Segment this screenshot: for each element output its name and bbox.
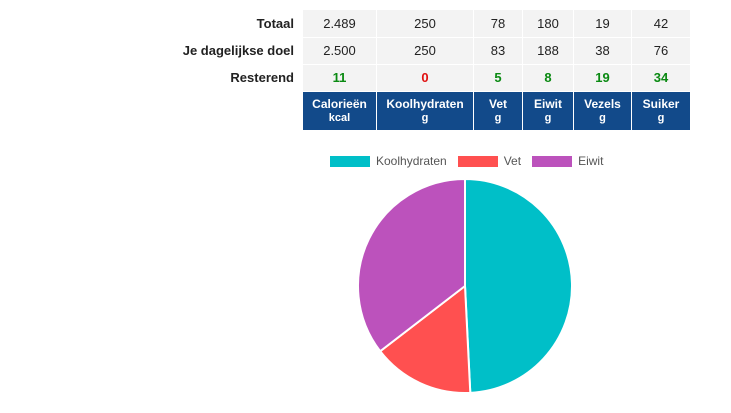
total-calories: 2.489 (302, 10, 377, 38)
header-carbs-name: Koolhydraten (386, 96, 464, 111)
pie-slice-protein[interactable] (357, 177, 466, 353)
pie-slice-carbs[interactable] (464, 177, 573, 394)
total-protein: 180 (522, 10, 574, 38)
legend-item-fat[interactable]: Vet (457, 154, 522, 168)
goal-protein: 188 (522, 37, 574, 65)
remaining-protein: 8 (522, 64, 574, 92)
macronutrient-pie-chart (357, 177, 573, 394)
header-sugar-unit: g (657, 111, 665, 124)
remaining-sugar: 34 (631, 64, 690, 92)
header-carbs: Koolhydraten g (376, 90, 474, 130)
row-label-total: Totaal (0, 10, 303, 37)
header-calories: Calorieën kcal (302, 90, 377, 130)
goal-sugar: 76 (631, 37, 690, 65)
header-fat-name: Vet (488, 96, 507, 111)
goal-fat: 83 (473, 37, 523, 65)
header-fat: Vet g (473, 90, 523, 130)
total-fiber: 19 (573, 10, 632, 38)
remaining-calories: 11 (302, 64, 377, 92)
legend-item-carbs[interactable]: Koolhydraten (330, 154, 447, 168)
total-carbs: 250 (376, 10, 474, 38)
goal-fiber: 38 (573, 37, 632, 65)
header-fiber: Vezels g (573, 90, 632, 130)
header-fat-unit: g (494, 111, 502, 124)
remaining-fat: 5 (473, 64, 523, 92)
table-row-remaining: Resterend 11 0 5 8 19 34 (0, 64, 690, 92)
header-calories-unit: kcal (328, 111, 351, 124)
legend-label-carbs: Koolhydraten (376, 154, 447, 168)
header-sugar-name: Suiker (642, 96, 680, 111)
row-label-remaining: Resterend (0, 64, 303, 91)
header-sugar: Suiker g (631, 90, 690, 130)
legend-swatch-protein (532, 155, 573, 167)
header-carbs-unit: g (421, 111, 429, 124)
header-protein-name: Eiwit (533, 96, 562, 111)
table-row-daily-goal: Je dagelijkse doel 2.500 250 83 188 38 7… (0, 37, 690, 65)
table-header-row: Calorieën kcal Koolhydraten g Vet g Eiwi… (0, 90, 690, 130)
header-spacer (0, 91, 303, 130)
header-protein-unit: g (544, 111, 552, 124)
header-fiber-name: Vezels (584, 96, 621, 111)
chart-legend: Koolhydraten Vet Eiwit (330, 154, 614, 168)
legend-swatch-fat (457, 155, 498, 167)
legend-item-protein[interactable]: Eiwit (532, 154, 603, 168)
total-sugar: 42 (631, 10, 690, 38)
goal-carbs: 250 (376, 37, 474, 65)
header-protein: Eiwit g (522, 90, 574, 130)
legend-swatch-carbs (330, 155, 370, 167)
header-calories-name: Calorieën (312, 96, 367, 111)
table-row-total: Totaal 2.489 250 78 180 19 42 (0, 10, 690, 38)
row-label-daily-goal: Je dagelijkse doel (0, 37, 303, 64)
nutrition-summary-table: Totaal 2.489 250 78 180 19 42 Je dagelij… (0, 10, 690, 130)
total-fat: 78 (473, 10, 523, 38)
legend-label-protein: Eiwit (578, 154, 604, 168)
legend-label-fat: Vet (503, 154, 522, 168)
remaining-fiber: 19 (573, 64, 632, 92)
pie-slice-fat[interactable] (378, 284, 472, 394)
header-fiber-unit: g (599, 111, 606, 124)
remaining-carbs: 0 (376, 64, 474, 92)
goal-calories: 2.500 (302, 37, 377, 65)
